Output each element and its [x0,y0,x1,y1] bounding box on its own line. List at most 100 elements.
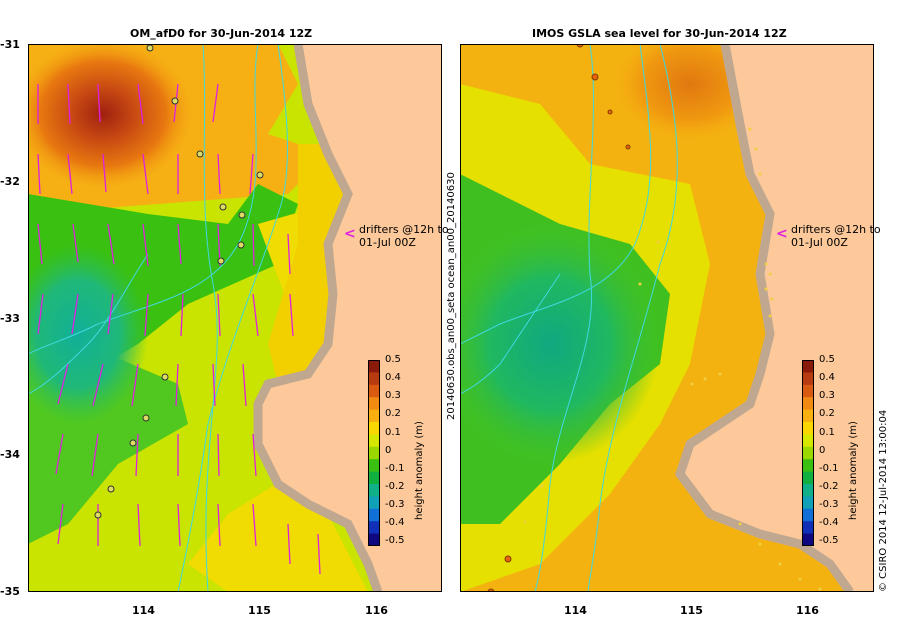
colorbar-swatch [368,434,380,448]
x-tick-label: 114 [132,604,155,617]
colorbar-tick: 0.5 [385,354,401,365]
colorbar-swatch [368,422,380,435]
colorbar-swatch [368,484,380,497]
isobath-a [202,44,218,592]
colorbar-tick: 0.4 [385,372,401,383]
colorbar-tick: 0.5 [819,354,835,365]
colorbar-swatch [368,459,380,473]
colorbar-swatch [802,496,814,510]
colorbar-swatch [802,372,814,386]
colorbar-label: height anomaly (m) [414,421,425,520]
panel-2-frame [460,44,874,592]
colorbar-tick: 0 [819,445,826,456]
colorbar-swatch [802,397,814,411]
panel-1-map [28,44,442,592]
colorbar-swatch [368,372,380,386]
x-tick-label: 116 [796,604,819,617]
drifter-markers [94,44,264,519]
colorbar-swatch [802,446,814,460]
isobath-b [460,44,652,345]
panel-2-title: IMOS GSLA sea level for 30-Jun-2014 12Z [532,27,787,40]
colorbar-swatch [368,397,380,411]
isobath-c [587,44,678,592]
credit-label: © CSIRO 2014 12-Jul-2014 13:00:04 [878,409,889,592]
warm-eddy [28,44,193,189]
cold-eddy [28,244,148,424]
colorbar-tick: -0.3 [385,499,405,510]
drifter-annotation-line-1: drifters @12h to [791,223,881,236]
isobath-d [28,253,149,395]
colorbar-tick: -0.2 [385,481,405,492]
colorbar-tick: -0.1 [385,463,405,474]
panel-1-colorbar [368,360,380,546]
land [258,44,442,592]
colorbar-swatch [368,446,380,460]
colorbar-swatch [802,533,814,546]
x-tick-label: 115 [680,604,703,617]
coastal-shelf [253,44,383,592]
colorbar-frame [802,360,814,546]
colorbar-tick: 0.2 [819,408,835,419]
colorbar-swatch [368,521,380,535]
colorbar-swatch [368,533,380,546]
y-tick-label: -32 [0,175,20,188]
isobath-a [534,44,595,592]
y-tick-label: -33 [0,312,20,325]
drifter-arrow-icon: < [344,226,356,242]
colorbar-tick: 0.1 [385,427,401,438]
colorbar-swatch [368,496,380,510]
colorbar-tick: -0.3 [819,499,839,510]
colorbar-tick: 0.3 [385,390,401,401]
isobath-c [177,44,288,592]
colorbar-tick: -0.5 [819,535,839,546]
colorbar-tick: 0.3 [819,390,835,401]
colorbar-tick: 0.1 [819,427,835,438]
y-tick-label: -34 [0,448,20,461]
colorbar-swatch [802,459,814,473]
panel-1-frame [28,44,442,592]
colorbar-swatch [368,471,380,485]
y-tick-label: -31 [0,38,20,51]
panel-2-map [460,44,874,592]
drifter-arrow-icon: < [776,226,788,242]
run-id-label: 20140630.obs_an00_seta ocean_an00_201406… [446,172,457,420]
colorbar-swatch [802,384,814,398]
colorbar-tick: -0.5 [385,535,405,546]
colorbar-swatch [802,422,814,435]
colorbar-swatch [802,434,814,448]
colorbar-swatch [368,508,380,522]
cold-eddy [460,224,660,464]
colorbar-swatch [802,508,814,522]
panel-2-colorbar [802,360,814,546]
small-obs-dots [523,127,822,591]
y-tick-label: -35 [0,585,20,598]
isobath-b [28,44,259,355]
colorbar-swatch [802,484,814,497]
colorbar-tick: -0.4 [819,517,839,528]
x-tick-label: 116 [365,604,388,617]
colorbar-swatch [802,521,814,535]
coastal-shelf [674,44,854,592]
colorbar-swatch [368,409,380,423]
panel-1-title: OM_afD0 for 30-Jun-2014 12Z [130,27,313,40]
drifter-annotation-line-1: drifters @12h to [359,223,449,236]
colorbar-tick: 0 [385,445,392,456]
colorbar-tick: 0.2 [385,408,401,419]
x-tick-label: 114 [564,604,587,617]
x-tick-label: 115 [248,604,271,617]
colorbar-tick: -0.1 [819,463,839,474]
drifter-annotation-line-2: 01-Jul 00Z [791,236,848,249]
colorbar-swatch [368,384,380,398]
land [680,44,874,592]
colorbar-frame [368,360,380,546]
colorbar-swatch [802,409,814,423]
colorbar-tick: -0.4 [385,517,405,528]
colorbar-swatch [802,360,814,373]
drifter-annotation-line-2: 01-Jul 00Z [359,236,416,249]
colorbar-label: height anomaly (m) [848,421,859,520]
colorbar-swatch [368,360,380,373]
colorbar-swatch [802,471,814,485]
colorbar-tick: 0.4 [819,372,835,383]
isobath-d [460,273,561,395]
colorbar-tick: -0.2 [819,481,839,492]
